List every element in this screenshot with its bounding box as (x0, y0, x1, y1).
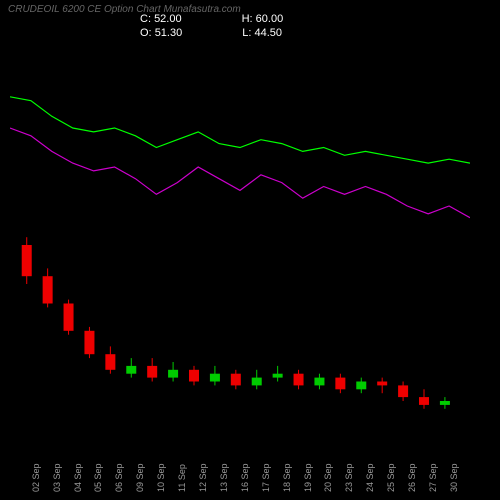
x-axis-label: 09 Sep (135, 463, 145, 492)
x-axis-labels: 02 Sep 03 Sep 04 Sep 05 Sep 06 Sep 09 Sep 10 S… (10, 450, 470, 500)
x-axis-label: 20 Sep (323, 463, 333, 492)
high-value: H: 60.00 (242, 12, 284, 26)
x-axis-label: 11 Sep (177, 464, 187, 492)
x-axis-label: 27 Sep (428, 463, 438, 492)
chart-container: CRUDEOIL 6200 CE Option Chart Munafasutr… (0, 0, 500, 500)
x-axis-label: 10 Sep (156, 463, 166, 492)
x-axis-label: 04 Sep (73, 463, 83, 492)
chart-svg (10, 50, 470, 440)
x-axis-label: 18 Sep (282, 463, 292, 492)
x-axis-label: 19 Sep (303, 463, 313, 492)
x-axis-label: 25 Sep (386, 463, 396, 492)
x-axis-label: 26 Sep (407, 463, 417, 492)
close-value: C: 52.00 (140, 12, 182, 26)
low-value: L: 44.50 (242, 26, 282, 40)
open-value: O: 51.30 (140, 26, 182, 40)
x-axis-label: 02 Sep (31, 463, 41, 492)
x-axis-label: 12 Sep (198, 463, 208, 492)
x-axis-label: 30 Sep (449, 463, 459, 492)
x-axis-label: 05 Sep (93, 463, 103, 492)
ohlc-display: C: 52.00 H: 60.00 O: 51.30 L: 44.50 (140, 12, 283, 40)
x-axis-label: 24 Sep (365, 463, 375, 492)
x-axis-label: 03 Sep (52, 463, 62, 492)
x-axis-label: 13 Sep (219, 463, 229, 492)
x-axis-label: 17 Sep (261, 463, 271, 492)
x-axis-label: 06 Sep (114, 463, 124, 492)
chart-plot-area (10, 50, 470, 450)
x-axis-label: 16 Sep (240, 463, 250, 492)
x-axis-label: 23 Sep (344, 463, 354, 492)
